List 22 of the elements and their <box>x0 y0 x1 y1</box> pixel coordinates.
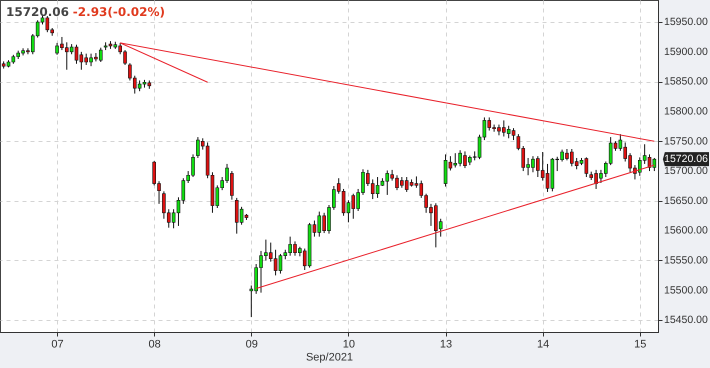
x-tick-label: 13 <box>440 338 452 350</box>
x-tick-label: 10 <box>342 338 356 350</box>
y-tick-label: 15600.00 <box>664 224 708 237</box>
y-tick-label: 15850.00 <box>664 76 708 88</box>
x-tick-label: 08 <box>148 338 161 350</box>
y-tick-label: 15900.00 <box>664 46 708 58</box>
text: 15720.06 <box>664 153 708 166</box>
chart-subtitle: -2.93(-0.02%) <box>72 5 165 19</box>
x-tick-label: 14 <box>537 338 550 350</box>
y-tick-label: 15450.00 <box>664 314 708 326</box>
x-tick-label: 07 <box>51 338 64 350</box>
x-tick-label: 15 <box>634 338 646 350</box>
x-tick-label: 09 <box>246 338 258 350</box>
y-tick-label: 15700.00 <box>664 165 708 178</box>
y-tick-label: 15800.00 <box>664 105 708 118</box>
y-tick-label: 15950.00 <box>664 16 708 28</box>
y-tick-label: 15550.00 <box>664 254 708 266</box>
y-tick-label: 15650.00 <box>664 194 708 207</box>
chart-title: 15720.06 <box>6 5 70 19</box>
y-tick-label: 15500.00 <box>664 284 708 296</box>
x-axis-title: Sep/2021 <box>306 352 354 364</box>
y-tick-label: 15750.00 <box>664 135 708 148</box>
